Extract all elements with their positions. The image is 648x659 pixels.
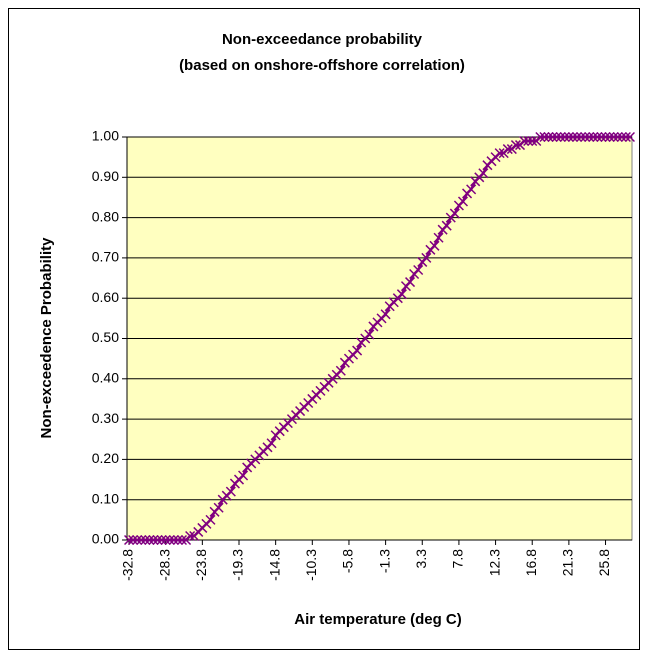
marker (494, 148, 505, 159)
y-tick-label: 0.80 (92, 208, 119, 224)
marker (144, 534, 155, 546)
y-tick-label: 0.30 (92, 410, 119, 426)
x-tick-label: 12.3 (486, 549, 502, 576)
marker (148, 534, 159, 546)
chart-title: Non-exceedance probability (222, 31, 423, 48)
x-tick-label: 16.8 (523, 549, 539, 576)
marker (502, 144, 513, 155)
y-tick-label: 0.20 (92, 450, 119, 466)
marker (547, 131, 558, 143)
marker (559, 131, 570, 143)
chart-subtitle: (based on onshore-offshore correlation) (179, 57, 465, 74)
x-tick-label: -5.8 (340, 549, 356, 573)
marker (466, 184, 477, 195)
marker (600, 131, 611, 143)
marker (527, 135, 538, 147)
marker (576, 131, 587, 143)
marker (352, 345, 363, 356)
marker (160, 534, 171, 546)
y-tick-label: 0.10 (92, 490, 119, 506)
marker (405, 277, 416, 288)
marker (213, 502, 224, 513)
marker (592, 131, 603, 143)
marker (608, 131, 619, 143)
marker (510, 140, 521, 151)
y-tick-label: 0.70 (92, 249, 119, 265)
marker (205, 514, 216, 525)
x-tick-label: -19.3 (230, 549, 246, 581)
marker (185, 530, 196, 542)
y-axis-label: Non-exceedence Probability (38, 237, 55, 439)
x-tick-label: 21.3 (560, 549, 576, 576)
marker (132, 534, 143, 546)
x-tick-label: -1.3 (376, 549, 392, 573)
marker (571, 131, 583, 143)
marker (413, 264, 424, 276)
marker (396, 289, 407, 300)
marker (620, 131, 631, 143)
x-tick-label: 7.8 (450, 549, 466, 569)
marker (433, 232, 444, 243)
marker (168, 534, 179, 546)
marker (523, 135, 534, 147)
x-tick-label: -32.8 (120, 549, 136, 581)
marker (429, 240, 440, 251)
marker (172, 534, 183, 546)
marker (604, 131, 615, 143)
y-tick-label: 1.00 (92, 128, 119, 144)
y-tick-label: 0.90 (92, 168, 119, 184)
marker (449, 208, 460, 219)
marker (152, 534, 163, 546)
marker (335, 365, 346, 376)
marker (563, 131, 574, 143)
marker (140, 534, 151, 546)
marker (596, 131, 607, 143)
marker (176, 534, 188, 546)
marker (551, 131, 562, 143)
marker (580, 131, 591, 143)
x-tick-label: -23.8 (193, 549, 209, 581)
marker (519, 135, 530, 147)
marker (441, 220, 452, 231)
x-tick-label: -14.8 (266, 549, 282, 581)
marker (616, 131, 627, 143)
marker (567, 131, 578, 143)
marker (156, 534, 167, 546)
marker (457, 196, 469, 207)
x-axis-label: Air temperature (deg C) (294, 611, 462, 628)
marker (624, 131, 635, 143)
y-tick-label: 0.60 (92, 289, 119, 305)
y-tick-label: 0.40 (92, 370, 119, 386)
x-tick-label: 25.8 (596, 549, 612, 576)
marker (238, 470, 249, 481)
marker (543, 131, 554, 143)
marker (225, 486, 236, 497)
marker (124, 534, 135, 546)
marker (584, 131, 595, 143)
y-tick-label: 0.00 (92, 531, 119, 547)
marker (164, 534, 175, 546)
marker (136, 534, 147, 546)
marker (380, 309, 391, 320)
marker (555, 131, 566, 143)
x-tick-label: 3.3 (413, 549, 429, 569)
y-tick-label: 0.50 (92, 329, 119, 345)
marker (364, 329, 375, 340)
x-tick-label: -10.3 (303, 549, 319, 581)
marker (128, 534, 139, 546)
marker (539, 131, 550, 143)
marker (266, 438, 277, 449)
marker (478, 168, 489, 179)
marker (612, 131, 623, 143)
x-tick-label: -28.3 (156, 549, 172, 581)
marker (535, 131, 546, 143)
marker (588, 131, 599, 143)
marker (421, 252, 432, 263)
